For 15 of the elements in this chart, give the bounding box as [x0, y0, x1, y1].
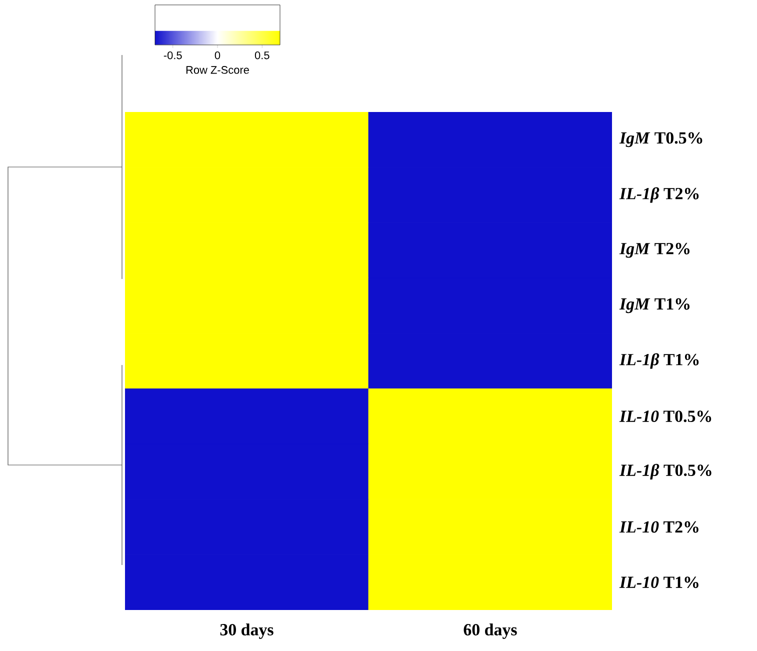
color-bar-label: -0.5	[164, 51, 182, 60]
y-tick-label: IgM T0.5%	[619, 132, 702, 148]
y-tick-label: IgM T1%	[619, 298, 690, 314]
color-bar-title: Row Z-Score	[186, 66, 249, 74]
y-tick-label: IgM T2%	[619, 242, 690, 258]
y-tick-label: IL-1β T2%	[619, 187, 699, 203]
color-bar-label: 0	[214, 51, 220, 60]
y-tick-label: IL-10 T2%	[619, 521, 698, 533]
color-bar-label: 0.5	[254, 51, 270, 60]
y-tick-label: IL-1β T0.5%	[619, 464, 712, 480]
y-tick-label: IL-10 T1%	[619, 576, 698, 588]
x-tick-label: 60 days	[464, 624, 517, 639]
y-tick-label: IL-1β T1%	[619, 353, 699, 369]
y-tick-label: IL-10 T0.5%	[619, 410, 712, 422]
x-tick-label: 30 days	[220, 624, 274, 639]
